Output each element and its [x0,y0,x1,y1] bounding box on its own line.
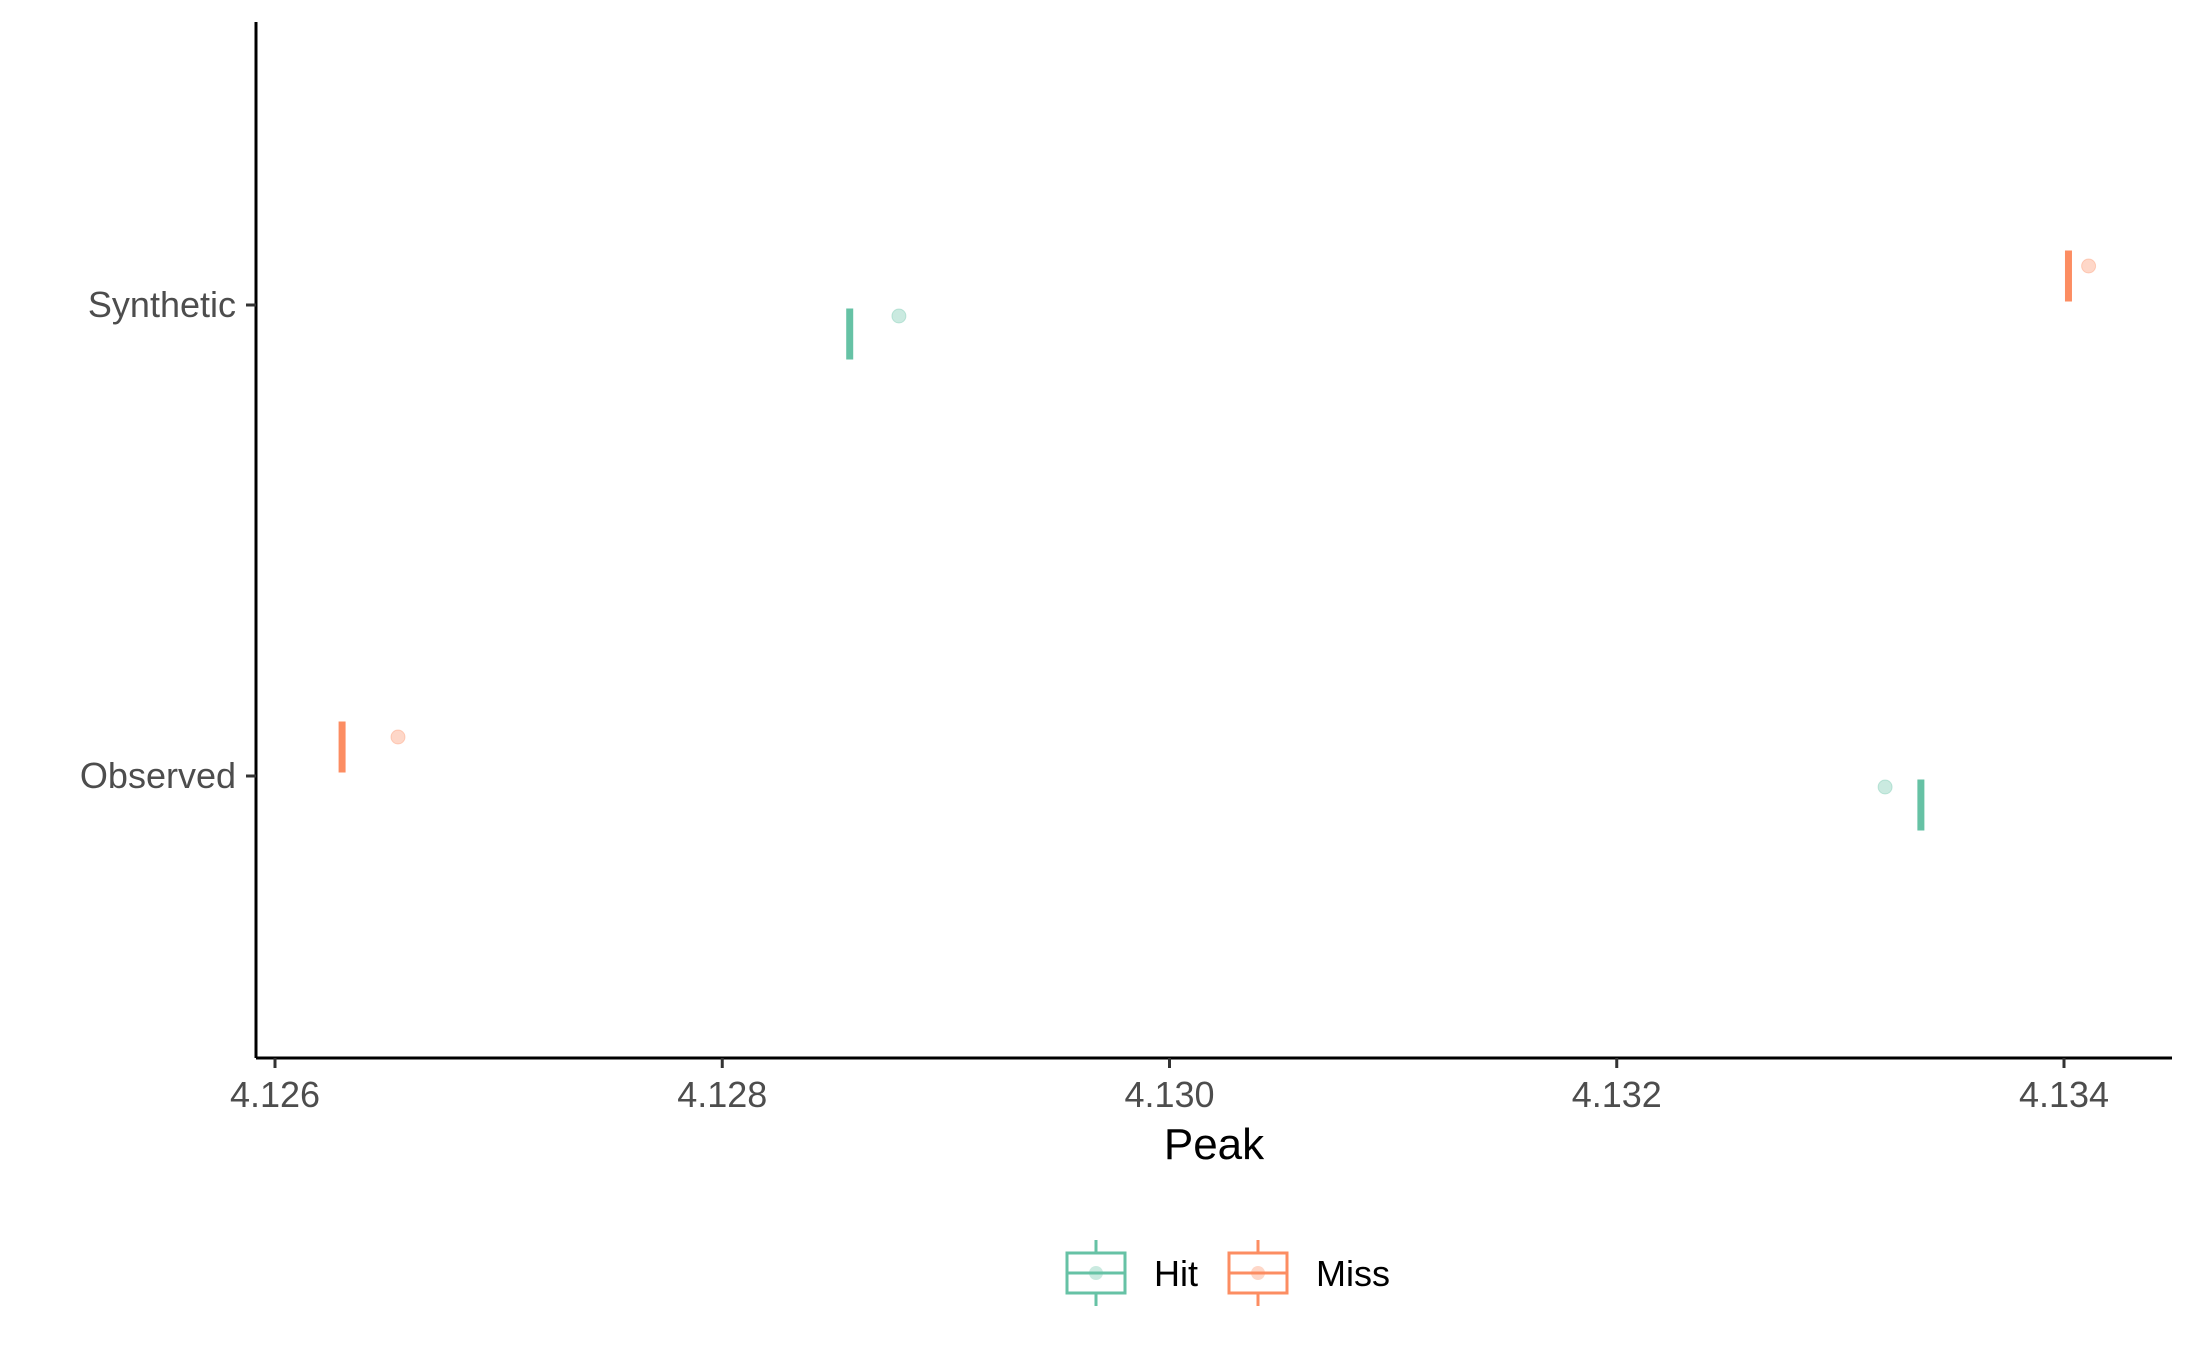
x-tick-label: 4.132 [1572,1074,1662,1115]
legend-item-hit: Hit [1065,1240,1198,1306]
axes [254,22,2172,1060]
box-hit-synthetic [846,308,854,360]
box-miss-observed [338,721,346,773]
x-axis-title: Peak [1164,1120,1265,1169]
outlier-point [2081,258,2097,274]
x-tick-label: 4.130 [1124,1074,1214,1115]
box-hit-observed [1917,779,1925,831]
legend-item-miss: Miss [1227,1240,1390,1306]
outlier-point [1877,779,1893,795]
x-tick-label: 4.128 [677,1074,767,1115]
legend-label: Hit [1154,1253,1198,1294]
legend-key-point [1251,1266,1265,1280]
outlier-point [891,308,907,324]
legend: Hit Miss [1065,1240,1390,1306]
box-miss-synthetic [2064,250,2072,302]
legend-label: Miss [1316,1253,1390,1294]
legend-key-point [1089,1266,1103,1280]
x-tick-label: 4.126 [230,1074,320,1115]
plot-area [338,250,2097,831]
outlier-point [390,729,406,745]
x-ticks: 4.126 4.128 4.130 4.132 4.134 [230,1058,2109,1115]
x-tick-label: 4.134 [2019,1074,2109,1115]
y-ticks: Synthetic Observed [80,284,256,796]
y-tick-label: Synthetic [88,284,236,325]
y-tick-label: Observed [80,755,236,796]
